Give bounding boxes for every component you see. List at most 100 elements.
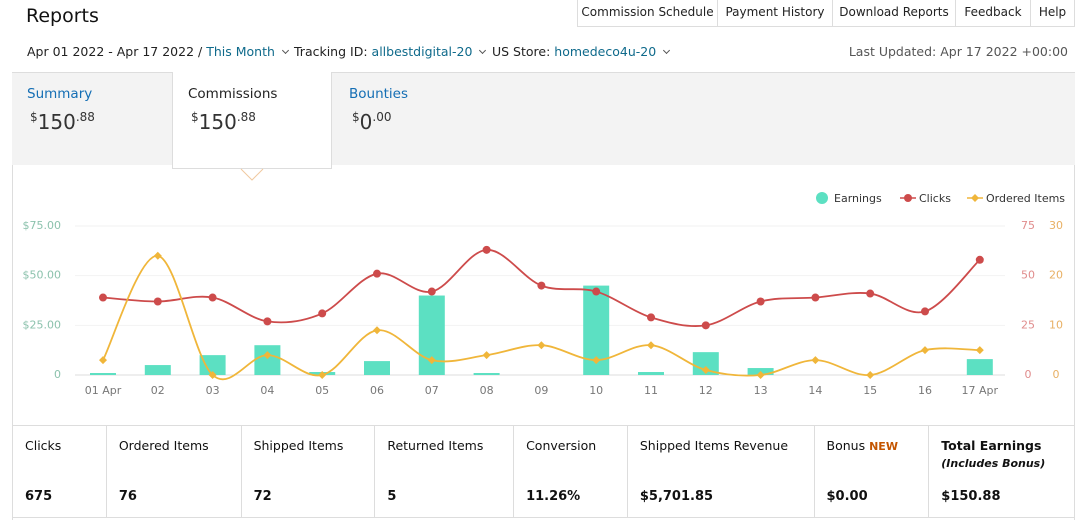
tab-label: Summary xyxy=(27,86,93,102)
chevron xyxy=(479,46,487,55)
stat-label: Total Earnings (Includes Bonus) xyxy=(941,438,1074,470)
x-tick-label: 07 xyxy=(425,384,439,397)
stat-label-text: Total Earnings xyxy=(941,438,1042,453)
store: homedeco4u-20 xyxy=(554,44,657,59)
stat-cell: Total Earnings (Includes Bonus) $150.88 xyxy=(929,426,1074,517)
stat-cell: Ordered Items 76 xyxy=(107,426,242,517)
bar xyxy=(90,373,116,375)
y2-tick-label: 75 xyxy=(1021,219,1035,232)
x-tick-label: 14 xyxy=(808,384,822,397)
page-title: Reports xyxy=(26,5,99,27)
y-tick-label: $25.00 xyxy=(23,318,62,331)
legend-swatch xyxy=(904,194,912,202)
stat-label-text: Bonus xyxy=(826,438,866,453)
y2-tick-label: 25 xyxy=(1021,318,1035,331)
bar xyxy=(966,359,993,375)
stat-value: 5 xyxy=(387,489,397,504)
legend-swatch xyxy=(816,192,828,204)
amount-cents: .88 xyxy=(75,110,95,124)
stat-label: Ordered Items xyxy=(119,438,241,453)
stat-label-text: Shipped Items xyxy=(253,438,344,453)
point xyxy=(866,289,875,298)
stat-label-text: Clicks xyxy=(25,438,62,453)
amount-whole: 150 xyxy=(198,110,237,134)
x-tick-label: 16 xyxy=(918,384,932,397)
amount-whole: 0 xyxy=(359,110,373,134)
point xyxy=(647,313,655,322)
point xyxy=(99,293,107,302)
point xyxy=(153,251,162,260)
point xyxy=(647,341,655,350)
y2-tick-label: 0 xyxy=(1025,368,1032,381)
bar xyxy=(692,352,719,375)
stat-cell: Conversion 11.26% xyxy=(514,426,628,517)
point xyxy=(592,356,601,365)
nav-button[interactable]: Feedback xyxy=(955,0,1031,27)
y3-tick-label: 0 xyxy=(1053,368,1060,381)
stat-value: $150.88 xyxy=(941,489,1001,504)
stat-value: $0.00 xyxy=(826,489,868,504)
x-tick-label: 10 xyxy=(589,384,603,397)
stat-label-text: Conversion xyxy=(526,438,597,453)
point xyxy=(537,281,546,290)
point xyxy=(427,287,436,296)
chart: 0 $25.00 $50.00 $75.00 0 25 50 75 0 10 20 30 01 Apr 0… xyxy=(23,192,1065,397)
period: This Month xyxy=(206,44,275,59)
stat-label: Shipped Items Revenue xyxy=(640,438,814,453)
bar xyxy=(473,373,500,375)
nav-button[interactable]: Download Reports xyxy=(832,0,956,27)
tab-pointer xyxy=(240,168,264,181)
nav-button[interactable]: Help xyxy=(1030,0,1075,27)
bar xyxy=(144,365,171,375)
point xyxy=(99,356,107,365)
date-filter[interactable]: Apr 01 2022 - Apr 17 2022 / This Month xyxy=(27,44,298,59)
stat-value: 11.26% xyxy=(526,489,581,504)
tracking-id: allbestdigital-20 xyxy=(371,44,473,59)
new-badge: NEW xyxy=(869,440,898,453)
x-tick-label: 01 Apr xyxy=(85,384,122,397)
point xyxy=(482,351,491,360)
bar xyxy=(199,355,226,375)
tab[interactable]: Bounties $0.00 xyxy=(349,86,408,134)
amount-whole: 150 xyxy=(37,110,76,134)
stat-label-text: Shipped Items Revenue xyxy=(639,438,789,453)
tab-label: Commissions xyxy=(188,86,278,102)
y-tick-label: $75.00 xyxy=(23,219,62,232)
y3-tick-label: 30 xyxy=(1049,219,1063,232)
stat-label-text: Ordered Items xyxy=(118,438,209,453)
y-tick-label: 0 xyxy=(54,368,61,381)
legend-label: Earnings xyxy=(834,192,882,205)
stat-value: $5,701.85 xyxy=(639,489,714,504)
legend-label: Clicks xyxy=(919,192,951,205)
point xyxy=(975,255,984,264)
point xyxy=(263,351,272,360)
y2-tick-label: 50 xyxy=(1021,269,1035,282)
bar xyxy=(254,345,281,375)
line xyxy=(102,254,980,381)
point xyxy=(866,371,875,379)
currency: $ xyxy=(191,110,199,124)
nav-button[interactable]: Commission Schedule xyxy=(577,0,718,27)
store-filter[interactable]: US Store: homedeco4u-20 xyxy=(492,44,679,59)
bar xyxy=(364,361,390,375)
stat-value: 675 xyxy=(25,489,53,504)
point xyxy=(427,356,436,365)
tab[interactable]: Summary $150.88 xyxy=(27,86,95,134)
tracking-filter[interactable]: Tracking ID: allbestdigital-20 xyxy=(294,44,495,59)
x-tick-label: 13 xyxy=(754,384,768,397)
x-tick-label: 11 xyxy=(644,384,658,397)
stat-cell: Shipped Items 72 xyxy=(242,426,376,517)
point xyxy=(701,366,710,375)
stat-label: Returned Items xyxy=(387,438,513,453)
point xyxy=(811,356,820,365)
x-tick-label: 17 Apr xyxy=(962,384,999,397)
tab[interactable]: Commissions $150.88 xyxy=(188,86,277,134)
stat-label: Conversion xyxy=(526,438,627,453)
nav-button[interactable]: Payment History xyxy=(717,0,833,27)
point xyxy=(263,317,272,326)
selected-tab xyxy=(172,72,332,169)
x-tick-label: 04 xyxy=(260,384,274,397)
stat-label: Bonus NEW xyxy=(827,438,929,453)
x-tick-label: 15 xyxy=(863,384,877,397)
